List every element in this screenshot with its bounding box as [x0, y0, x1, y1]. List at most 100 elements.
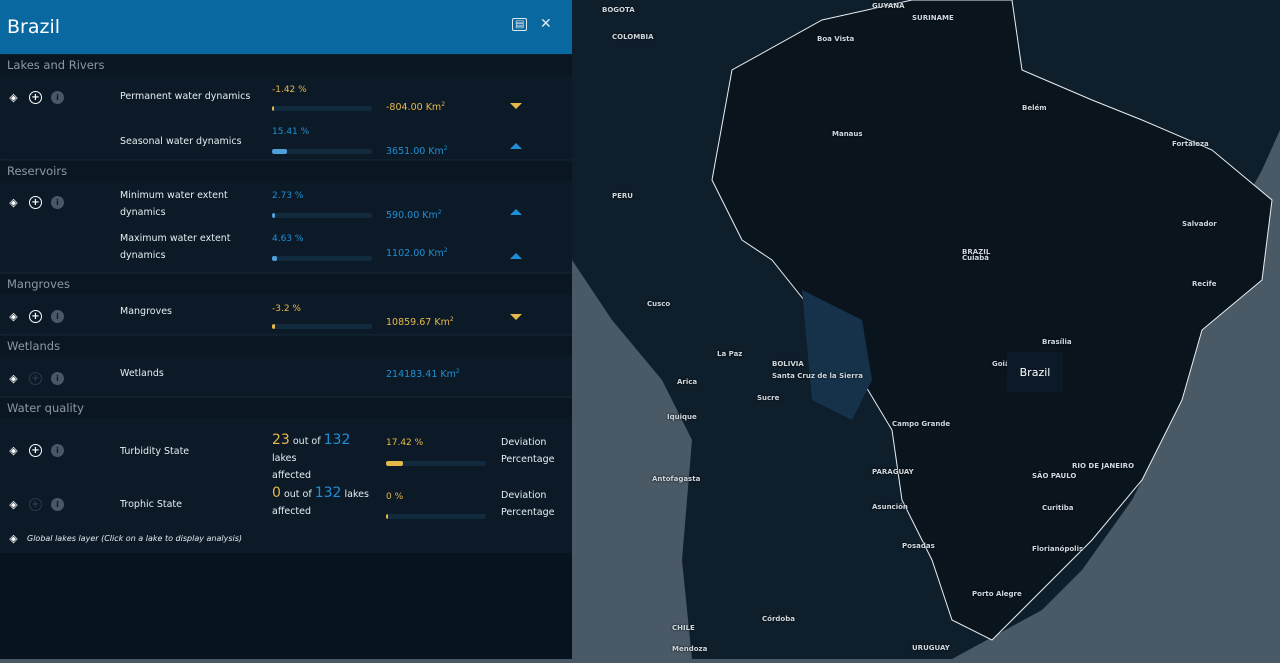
map-tooltip: Brazil [1007, 352, 1063, 392]
add-icon[interactable]: + [29, 196, 42, 209]
map-place-label: Campo Grande [892, 420, 951, 428]
map-place-label: GUYANA [872, 2, 905, 10]
add-icon[interactable]: + [29, 91, 42, 104]
progress-bar [272, 106, 372, 111]
section-header: Lakes and Rivers [0, 54, 572, 75]
map-place-label: Manaus [832, 130, 863, 138]
progress-bar [272, 149, 372, 154]
trend-down-icon [510, 103, 522, 109]
map-place-label: Fortaleza [1172, 140, 1209, 148]
page-title: Brazil [7, 16, 61, 38]
map-place-label: La Paz [717, 350, 743, 358]
section-header: Reservoirs [0, 160, 572, 181]
map-place-label: URUGUAY [912, 644, 950, 652]
map-place-label: Cuiabá [962, 254, 989, 262]
layers-icon[interactable]: ◈ [9, 196, 18, 209]
mangroves-group: ◈ + i Mangroves -3.2 % 10859.67 Km2 [0, 294, 572, 335]
info-icon[interactable]: i [51, 444, 64, 457]
layers-icon[interactable]: ◈ [9, 372, 18, 385]
water-quality-group: ◈ + i Turbidity State 23 out of 132 lakes a… [0, 418, 572, 553]
map-place-label: COLOMBIA [612, 33, 654, 41]
wetlands-group: ◈ + i Wetlands 214183.41 Km2 [0, 356, 572, 397]
metric-label: Wetlands [120, 368, 164, 379]
info-icon[interactable]: i [51, 498, 64, 511]
layers-icon[interactable]: ◈ [9, 498, 18, 511]
pdf-icon[interactable]: ▤ [512, 18, 528, 31]
reservoirs-group: ◈ + i Minimum water extent dynamics 2.73 %… [0, 181, 572, 273]
metric-label: Mangroves [120, 306, 172, 317]
add-icon[interactable]: + [29, 498, 42, 511]
info-icon[interactable]: i [51, 91, 64, 104]
metric-percent: -1.42 % [272, 85, 307, 95]
map-place-label: Recife [1192, 280, 1217, 288]
map-place-label: Mendoza [672, 645, 708, 653]
map-place-label: Salvador [1182, 220, 1217, 228]
add-icon[interactable]: + [29, 310, 42, 323]
map-place-label: BOLIVIA [772, 360, 804, 368]
metric-area: 590.00 Km2 [386, 209, 442, 222]
metric-percent: 4.63 % [272, 234, 304, 244]
info-icon[interactable]: i [51, 372, 64, 385]
metric-area: -804.00 Km2 [386, 101, 446, 114]
metric-percent: -3.2 % [272, 304, 301, 314]
deviation-percent: 17.42 % [386, 438, 424, 448]
lakes-affected: 0 out of 132 lakes affected [272, 485, 369, 517]
map-place-label: Goiânia [992, 360, 1022, 368]
metric-percent: 15.41 % [272, 127, 310, 137]
map-place-label: BRAZIL [962, 248, 991, 256]
map-place-label: Florianópolis [1032, 545, 1084, 553]
analysis-panel: Brazil ▤ ✕ Lakes and Rivers ◈ + i Permanen… [0, 0, 572, 659]
section-header: Mangroves [0, 273, 572, 294]
map-place-label: RIO DE JANEIRO [1072, 462, 1135, 470]
close-icon[interactable]: ✕ [540, 16, 552, 32]
map-place-label: Cusco [647, 300, 671, 308]
trend-up-icon [510, 209, 522, 215]
map-place-label: SÃO PAULO [1032, 472, 1077, 480]
trend-up-icon [510, 143, 522, 149]
map-view[interactable]: BOGOTA COLOMBIA GUYANA SURINAME PERU BRAZIL BO… [572, 0, 1280, 659]
deviation-label: Deviation Percentage [501, 490, 555, 518]
layers-icon[interactable]: ◈ [9, 91, 18, 104]
section-header: Water quality [0, 397, 572, 418]
section-header: Wetlands [0, 335, 572, 356]
metric-label: Permanent water dynamics [120, 91, 251, 102]
map-place-label: PARAGUAY [872, 468, 914, 476]
metric-label: Trophic State [120, 499, 182, 510]
info-icon[interactable]: i [51, 310, 64, 323]
info-icon[interactable]: i [51, 196, 64, 209]
metric-area: 1102.00 Km2 [386, 247, 448, 260]
lakes-affected: 23 out of 132 lakes affected [272, 432, 351, 481]
map-place-label: Boa Vista [817, 35, 855, 43]
global-lakes-layer[interactable]: ◈ Global lakes layer (Click on a lake to … [7, 532, 242, 545]
map-place-label: Iquique [667, 413, 697, 421]
metric-area: 3651.00 Km2 [386, 145, 448, 158]
metric-area: 10859.67 Km2 [386, 316, 454, 329]
map-place-label: Asunción [872, 503, 908, 511]
lakes-rivers-group: ◈ + i Permanent water dynamics -1.42 % -80… [0, 75, 572, 160]
panel-header: Brazil ▤ ✕ [0, 0, 572, 54]
progress-bar [386, 461, 486, 466]
add-icon[interactable]: + [29, 444, 42, 457]
map-place-label: Sucre [757, 394, 780, 402]
metric-percent: 2.73 % [272, 191, 304, 201]
map-place-label: CHILE [672, 624, 695, 632]
map-place-label: Curitiba [1042, 504, 1074, 512]
progress-bar [272, 256, 372, 261]
add-icon[interactable]: + [29, 372, 42, 385]
layers-icon[interactable]: ◈ [9, 444, 18, 457]
layers-icon[interactable]: ◈ [9, 310, 18, 323]
progress-bar [386, 514, 486, 519]
metric-area: 214183.41 Km2 [386, 368, 460, 381]
map-place-label: Brasília [1042, 338, 1072, 346]
global-lakes-label: Global lakes layer (Click on a lake to d… [27, 534, 243, 543]
layers-icon[interactable]: ◈ [9, 532, 18, 545]
wetland-area [802, 290, 872, 420]
metric-label: Maximum water extent dynamics [120, 233, 231, 261]
metric-label: Minimum water extent dynamics [120, 190, 228, 218]
progress-bar [272, 213, 372, 218]
metric-label: Turbidity State [120, 446, 190, 457]
metric-label: Seasonal water dynamics [120, 136, 242, 147]
progress-bar [272, 324, 372, 329]
map-place-label: Porto Alegre [972, 590, 1022, 598]
deviation-percent: 0 % [386, 492, 404, 502]
